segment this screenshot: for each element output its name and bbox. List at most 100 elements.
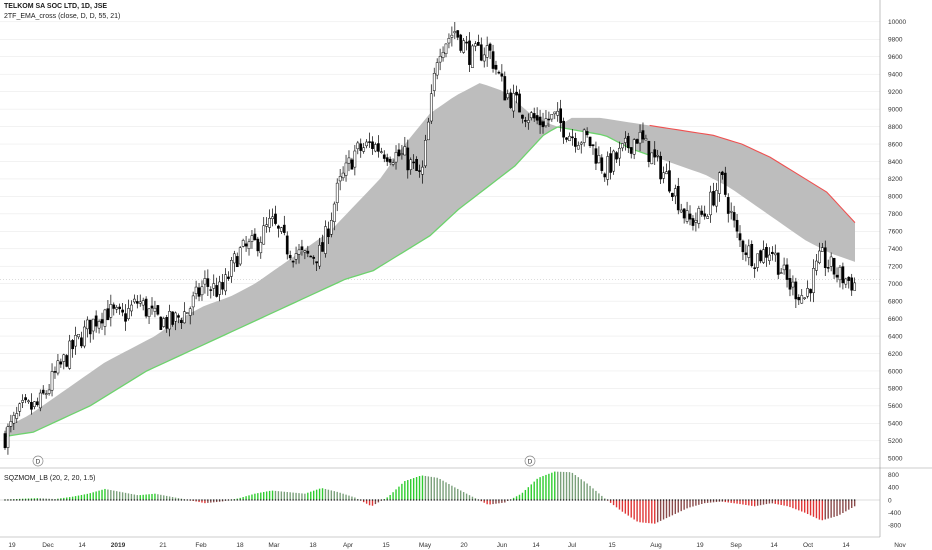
squeeze-dot [189,499,191,501]
candle-body [576,145,580,150]
histogram-bar [321,488,324,500]
price-tick-label: 9200 [888,89,903,96]
histogram-bar [548,473,550,500]
candle-body [450,34,454,38]
histogram-bar [539,477,541,500]
ema-fill [5,83,855,437]
candle-body [191,295,195,308]
time-tick-label: Sep [730,542,742,549]
histogram-bar [677,500,679,513]
squeeze-dot [66,499,68,501]
histogram-bar [580,479,582,500]
candle-body [121,309,124,313]
candle-body [459,34,463,51]
histogram-bar [113,490,115,500]
histogram-bar [659,500,662,521]
histogram-bar [348,495,350,500]
symbol-title[interactable]: TELKOM SA SOC LTD, 1D, JSE [4,3,108,10]
squeeze-dot [83,499,86,501]
candle-body [479,44,483,61]
histogram-bar [651,500,653,524]
histogram-bar [274,490,277,500]
histogram-bar [633,500,635,520]
candle-body [41,389,45,394]
squeeze-dot [95,499,97,501]
squeeze-dot [330,499,333,501]
candle-body [80,337,83,347]
squeeze-dot [398,499,400,501]
time-tick-label: Jul [568,542,577,549]
histogram-bar [745,500,747,505]
indicator-legend[interactable]: 2TF_EMA_cross (close, D, D, 55, 21) [4,13,121,20]
candle-body [829,256,833,267]
dividend-marker-circle [524,455,536,467]
squeeze-dot [548,499,550,501]
histogram-bar [718,500,721,502]
candle-body [109,304,113,318]
squeeze-dot [142,499,144,501]
histogram-bar [751,500,753,506]
candle-body [529,112,533,119]
axes: 5000 5200 5400 5600 5800 6000 6200 6400 6600 6800… [8,19,906,549]
histogram-bar [554,471,556,500]
histogram-bar [486,500,488,505]
histogram-bar [257,493,259,500]
candle-body [83,326,86,347]
squeeze-dot [210,499,212,501]
histogram-bar [263,492,265,500]
squeeze-dot [101,499,103,501]
candle-body [709,191,712,216]
squeeze-dot [218,499,221,501]
squeeze-dot [324,499,327,501]
squeeze-dot [71,499,74,501]
histogram-bar [68,497,71,500]
oscillator-legend[interactable]: SQZMOM_LB (20, 2, 20, 1.5) [4,475,96,482]
squeeze-dot [139,499,141,501]
squeeze-dot [577,499,579,501]
squeeze-dot [715,499,718,501]
histogram-bar [351,496,353,500]
candle-body [259,242,263,254]
candle-body [18,403,22,412]
histogram-bar [803,500,806,513]
histogram-bar [542,476,544,500]
histogram-bar [706,500,709,503]
squeeze-dot [104,499,106,501]
squeeze-dot [492,499,494,501]
candle-body [344,162,348,176]
squeeze-dot [812,499,815,501]
candle-body [230,260,233,277]
squeeze-dot [762,499,765,501]
candle-body [100,319,104,324]
squeeze-dot [227,499,230,501]
histogram-bar [415,477,418,500]
dividend-marker[interactable]: D [524,455,536,467]
histogram-bar [98,490,100,500]
squeeze-dot [768,499,771,501]
price-tick-label: 5800 [888,386,903,393]
price-tick-label: 6000 [888,368,903,375]
histogram-bar [377,500,380,503]
price-tick-label: 5200 [888,438,903,445]
candle-body [606,156,610,180]
squeeze-dot [777,499,779,501]
squeeze-dot [248,499,250,501]
squeeze-dot [166,499,168,501]
histogram-bar [174,497,177,500]
squeeze-dot [571,499,574,501]
candle-body [21,400,24,403]
dividend-marker[interactable]: D [32,455,44,467]
time-tick-label: 19 [696,542,704,549]
histogram-bar [624,500,627,514]
candle-body [538,116,542,126]
histogram-bar [389,494,391,500]
histogram-bar [116,491,118,500]
candle-body [315,261,318,264]
candle-body [568,135,571,142]
histogram-bar [410,479,412,500]
histogram-bar [792,500,794,509]
squeeze-dot [136,499,138,501]
squeeze-dot [507,499,509,501]
squeeze-dot [30,499,33,501]
